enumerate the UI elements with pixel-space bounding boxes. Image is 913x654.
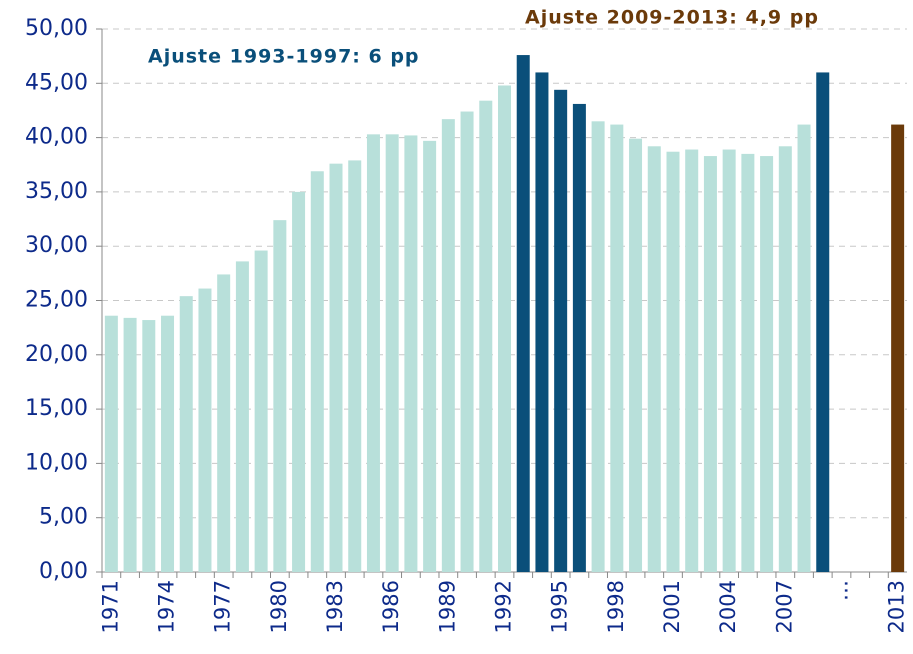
annotation: Ajuste 2009-2013: 4,9 pp bbox=[525, 7, 819, 29]
bar bbox=[741, 153, 755, 572]
y-tick-label: 0,00 bbox=[39, 559, 88, 584]
x-tick-label: 1998 bbox=[604, 580, 628, 633]
bar bbox=[423, 140, 437, 572]
bar bbox=[348, 160, 362, 572]
y-tick-label: 30,00 bbox=[25, 233, 88, 258]
bar bbox=[685, 149, 699, 572]
bar bbox=[404, 135, 418, 573]
y-tick-label: 15,00 bbox=[25, 396, 88, 421]
bar bbox=[629, 138, 643, 572]
y-tick-label: 5,00 bbox=[39, 505, 88, 530]
x-tick-label: 1992 bbox=[492, 580, 516, 633]
bar bbox=[329, 163, 343, 572]
x-tick-label: 1989 bbox=[435, 580, 459, 633]
x-tick-label: 1977 bbox=[211, 580, 235, 633]
bar bbox=[235, 261, 249, 572]
x-tick-label: 2013 bbox=[885, 580, 909, 633]
bar bbox=[591, 121, 605, 572]
x-tick-label: 2004 bbox=[716, 580, 740, 633]
x-tick-label: 1983 bbox=[323, 580, 347, 633]
x-tick-label: 1971 bbox=[98, 580, 122, 633]
x-tick-label: 1980 bbox=[267, 580, 291, 633]
x-tick-label: 1974 bbox=[155, 580, 179, 633]
bar bbox=[498, 85, 511, 573]
y-tick-label: 40,00 bbox=[25, 125, 88, 150]
y-tick-label: 45,00 bbox=[25, 70, 88, 95]
x-tick-label: 2001 bbox=[660, 580, 684, 633]
bar bbox=[666, 151, 680, 572]
bar bbox=[104, 315, 118, 572]
y-tick-label: 10,00 bbox=[25, 450, 88, 475]
bar bbox=[479, 100, 493, 573]
bar bbox=[572, 103, 586, 573]
bar bbox=[385, 134, 399, 573]
annotation: Ajuste 1993-1997: 6 pp bbox=[148, 46, 420, 68]
y-tick-label: 50,00 bbox=[25, 16, 88, 41]
bar bbox=[441, 119, 455, 572]
x-tick-label: 2007 bbox=[772, 580, 796, 633]
y-tick-label: 20,00 bbox=[25, 342, 88, 367]
bar bbox=[179, 296, 193, 572]
x-tick-label: 1986 bbox=[379, 580, 403, 633]
bar bbox=[217, 274, 231, 572]
bar bbox=[273, 220, 287, 573]
bar bbox=[292, 191, 306, 572]
bar bbox=[310, 171, 324, 573]
bar bbox=[760, 156, 774, 572]
bar bbox=[778, 146, 792, 572]
bar bbox=[891, 124, 905, 573]
bar bbox=[647, 146, 661, 572]
bar bbox=[366, 134, 380, 573]
bar bbox=[123, 317, 137, 572]
bar bbox=[816, 72, 830, 572]
bar bbox=[161, 315, 175, 572]
bar bbox=[198, 288, 212, 572]
y-tick-label: 35,00 bbox=[25, 179, 88, 204]
bar bbox=[516, 55, 530, 572]
y-tick-label: 25,00 bbox=[25, 288, 88, 313]
bar bbox=[703, 156, 717, 572]
bar bbox=[460, 111, 474, 572]
bar bbox=[142, 320, 156, 572]
x-tick-label: … bbox=[828, 580, 852, 601]
bar bbox=[554, 89, 568, 572]
bar bbox=[535, 72, 549, 572]
bar bbox=[254, 250, 268, 572]
bar bbox=[797, 124, 811, 573]
bar bbox=[722, 149, 736, 572]
x-tick-label: 1995 bbox=[548, 580, 572, 633]
bar bbox=[610, 124, 624, 573]
